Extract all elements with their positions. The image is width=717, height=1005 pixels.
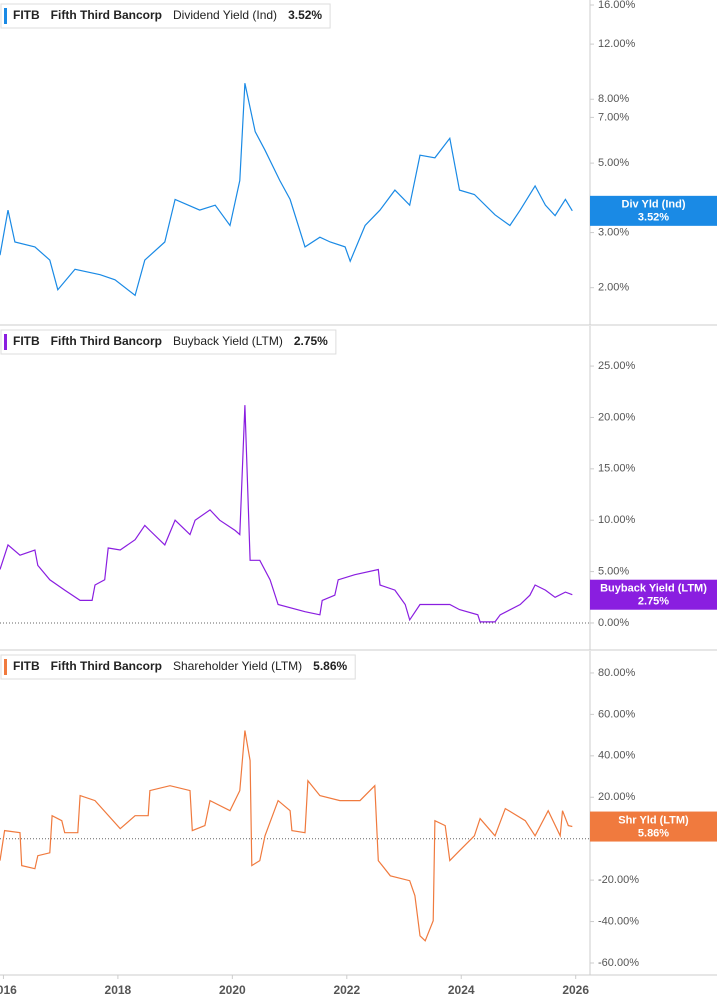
y-tick-label: 15.00% [598, 463, 636, 475]
series-line [0, 405, 573, 623]
legend-box [0, 329, 337, 355]
legend-series: Shareholder Yield (LTM) [173, 659, 302, 673]
y-tick-label: 80.00% [598, 667, 636, 679]
legend-value: 3.52% [288, 8, 322, 22]
legend: FITB Fifth Third Bancorp Dividend Yield (I… [0, 3, 331, 29]
y-tick-label: -20.00% [598, 874, 639, 886]
x-tick-label: 2018 [105, 983, 132, 997]
legend-ticker: FITB [13, 8, 40, 22]
x-tick-label: 2016 [0, 983, 17, 997]
y-tick-label: 3.00% [598, 226, 629, 238]
value-tag-name: Shr Yld (LTM) [618, 814, 689, 826]
value-tag [590, 195, 717, 226]
legend-box [0, 3, 331, 29]
legend-value: 2.75% [294, 334, 328, 348]
legend-ticker: FITB [13, 334, 40, 348]
value-tag-name: Buyback Yield (LTM) [600, 583, 707, 595]
legend-series: Buyback Yield (LTM) [173, 334, 283, 348]
y-tick-label: 25.00% [598, 360, 636, 372]
y-tick-label: 40.00% [598, 750, 636, 762]
legend-series: Dividend Yield (Ind) [173, 8, 277, 22]
x-tick-label: 2022 [333, 983, 360, 997]
legend: FITB Fifth Third Bancorp Buyback Yield (LT… [0, 329, 337, 355]
legend-ticker: FITB [13, 659, 40, 673]
value-tag-value: 2.75% [638, 596, 669, 608]
value-tag-value: 5.86% [638, 827, 669, 839]
value-tag [590, 579, 717, 610]
y-tick-label: 5.00% [598, 157, 629, 169]
y-tick-label: -40.00% [598, 915, 639, 927]
value-tag-name: Div Yld (Ind) [622, 199, 686, 211]
x-tick-label: 2024 [448, 983, 475, 997]
legend-value: 5.86% [313, 659, 347, 673]
legend-company: Fifth Third Bancorp [51, 659, 162, 673]
series-line [0, 730, 573, 942]
y-tick-label: 2.00% [598, 282, 629, 294]
legend-box [0, 654, 356, 680]
value-tag [590, 811, 717, 842]
x-tick-label: 2026 [562, 983, 589, 997]
y-tick-label: 8.00% [598, 93, 629, 105]
y-tick-label: 12.00% [598, 38, 636, 50]
y-tick-label: 5.00% [598, 566, 629, 578]
y-tick-label: -60.00% [598, 957, 639, 969]
legend-company: Fifth Third Bancorp [51, 8, 162, 22]
y-tick-label: 60.00% [598, 708, 636, 720]
y-tick-label: 20.00% [598, 791, 636, 803]
x-tick-label: 2020 [219, 983, 246, 997]
series-line [0, 83, 573, 297]
legend-swatch [4, 334, 7, 350]
y-tick-label: 7.00% [598, 111, 629, 123]
legend: FITB Fifth Third Bancorp Shareholder Yield… [0, 654, 356, 680]
legend-swatch [4, 8, 7, 24]
y-tick-label: 10.00% [598, 514, 636, 526]
y-tick-label: 20.00% [598, 411, 636, 423]
y-tick-label: 16.00% [598, 0, 636, 11]
legend-company: Fifth Third Bancorp [51, 334, 162, 348]
y-tick-label: 0.00% [598, 617, 629, 629]
legend-swatch [4, 659, 7, 675]
value-tag-value: 3.52% [638, 212, 669, 224]
